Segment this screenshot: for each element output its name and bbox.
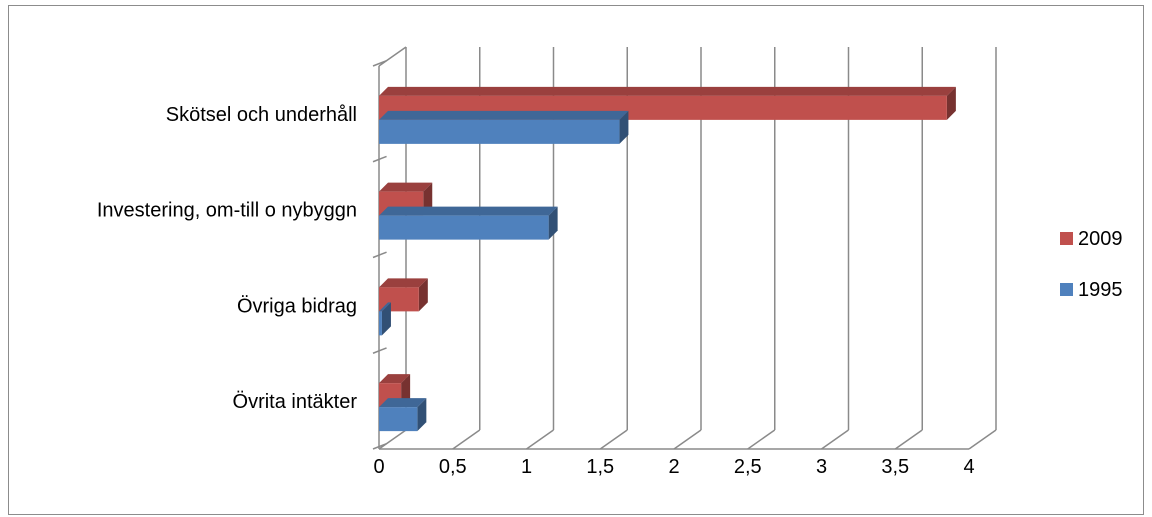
- category-tick: [372, 347, 387, 354]
- bar-top-face: [379, 110, 629, 120]
- x-tick-label: 0,5: [439, 456, 467, 478]
- bar-top-face: [379, 206, 558, 216]
- bar: [379, 311, 382, 336]
- floor-gridline: [378, 429, 407, 450]
- bar-end-face: [619, 110, 629, 144]
- x-tick-label: 1,5: [586, 456, 614, 478]
- category-tick: [372, 59, 387, 67]
- x-tick-label: 3,5: [881, 456, 909, 478]
- category-label: Övriga bidrag: [237, 295, 357, 317]
- legend-swatch: [1060, 232, 1073, 245]
- wall-top-edge: [378, 46, 407, 67]
- floor-gridline: [894, 429, 923, 450]
- bar: [379, 119, 620, 144]
- floor-gridline: [747, 429, 776, 450]
- category-tick: [372, 442, 387, 450]
- floor-gridline: [452, 429, 481, 450]
- bar-end-face: [381, 302, 391, 336]
- legend: 2009 1995: [1060, 228, 1123, 301]
- x-tick-label: 4: [963, 456, 974, 478]
- bar-top-face: [379, 374, 411, 384]
- floor-gridline: [821, 429, 849, 450]
- floor-gridline: [968, 429, 997, 450]
- bar: [379, 407, 418, 432]
- x-tick-label: 2: [668, 456, 679, 478]
- label-layer: 0 0,5 1 1,5 2 2,5 3 3,5 4 Skötsel och underhåll In…: [97, 104, 975, 478]
- floor-gridline: [673, 429, 702, 450]
- x-tick-label: 0: [373, 456, 384, 478]
- floor-gridline: [526, 429, 554, 450]
- category-label: Övrita intäkter: [233, 391, 358, 413]
- bar-end-face: [418, 278, 428, 312]
- bar-end-face: [417, 398, 427, 432]
- bar-top-face: [379, 278, 428, 288]
- bar-end-face: [946, 86, 956, 120]
- legend-label: 1995: [1078, 279, 1123, 301]
- legend-swatch: [1060, 283, 1073, 296]
- category-label: Skötsel och underhåll: [166, 104, 357, 126]
- x-tick-label: 1: [521, 456, 532, 478]
- floor-gridline: [599, 429, 628, 450]
- bar-end-face: [548, 206, 558, 240]
- legend-label: 2009: [1078, 228, 1123, 250]
- category-tick: [372, 155, 387, 163]
- bar-top-face: [379, 86, 956, 96]
- category-label: Investering, om-till o nybyggn: [97, 200, 357, 222]
- bar-top-face: [379, 182, 433, 192]
- bar: [379, 215, 549, 240]
- bar-top-face: [379, 398, 427, 408]
- x-tick-label: 3: [816, 456, 827, 478]
- x-tick-label: 2,5: [734, 456, 762, 478]
- category-tick: [372, 251, 387, 259]
- bar-layer: [379, 86, 956, 432]
- bar-top-face: [379, 302, 391, 312]
